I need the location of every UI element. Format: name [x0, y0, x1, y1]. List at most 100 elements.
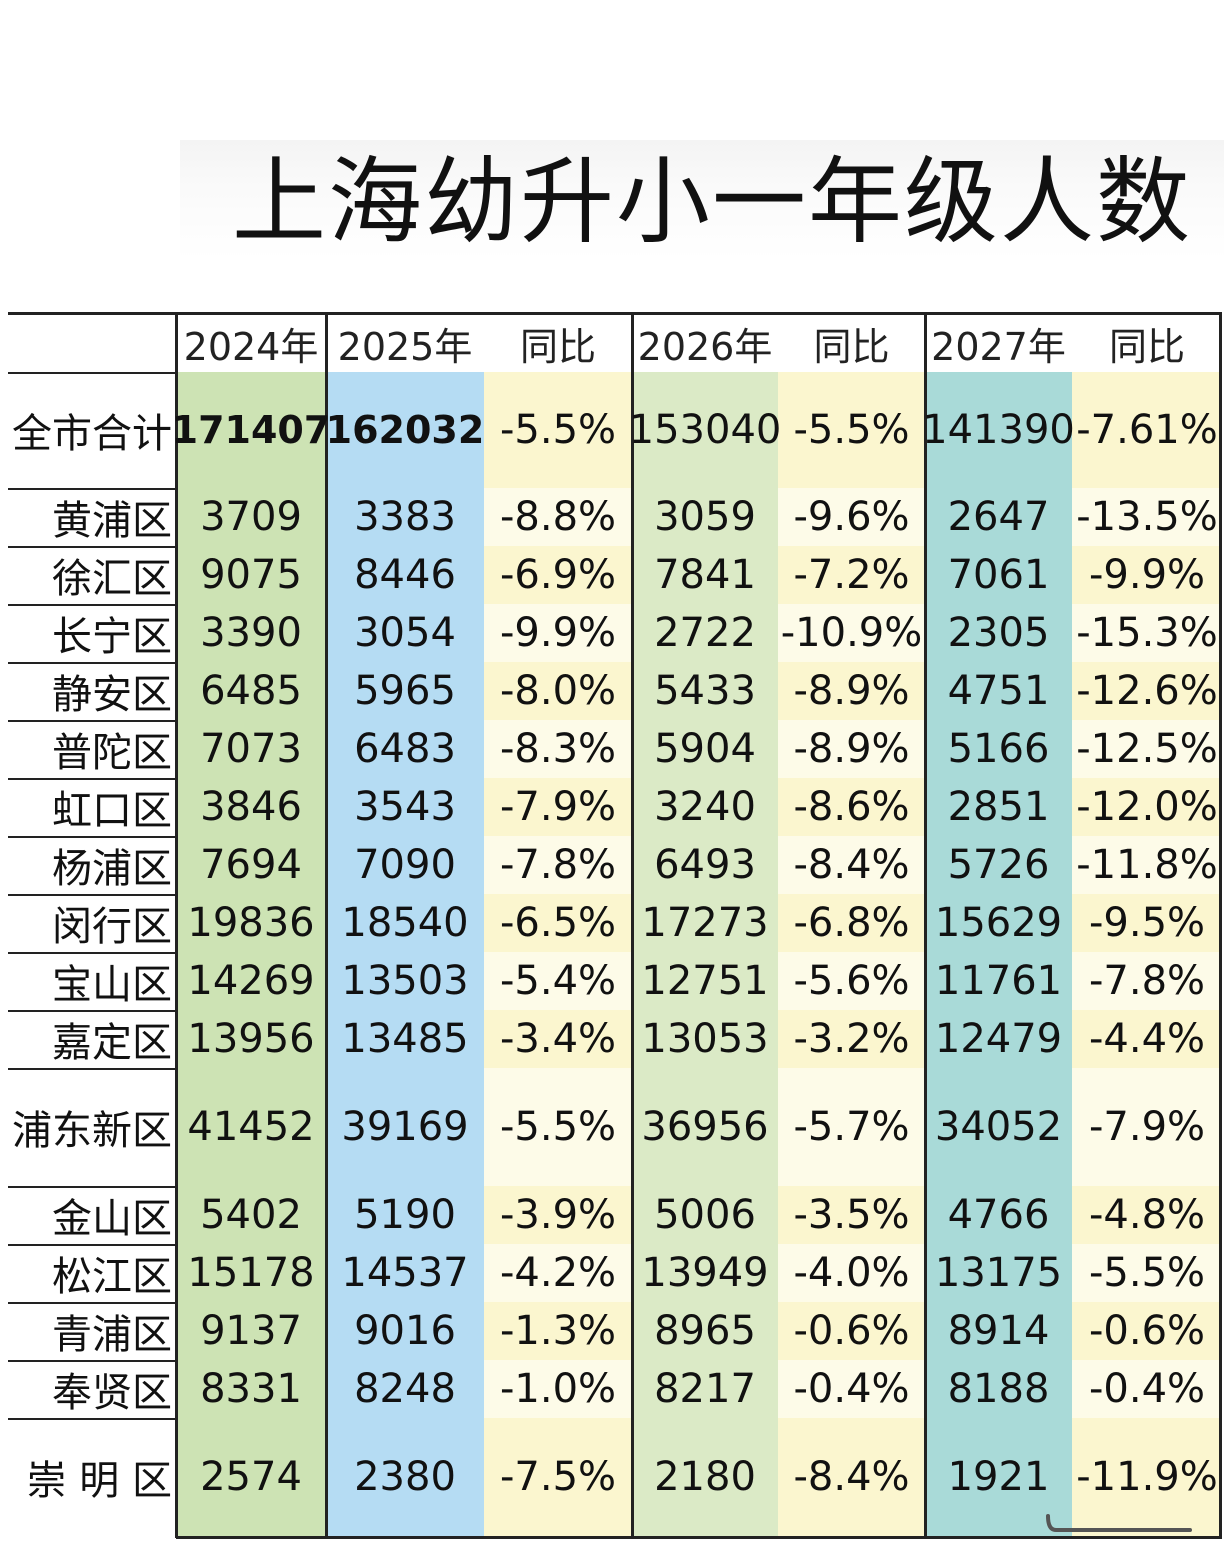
table-cell-y2027: 11761 [934, 958, 1063, 1004]
district-label: 崇 明 区 [26, 1458, 172, 1504]
yoy-cell-background [484, 662, 632, 720]
yoy-cell-background [1072, 1244, 1222, 1302]
yoy-cell-background [778, 836, 925, 894]
table-cell-y2024: 6485 [200, 668, 302, 714]
yoy-cell-background [778, 1068, 925, 1186]
table-cell-y2026: 13053 [641, 1016, 769, 1062]
row-divider [8, 894, 176, 896]
table-cell-y2027: 15629 [934, 900, 1063, 946]
column-background [632, 372, 778, 1536]
yoy-cell-background [484, 372, 632, 488]
header-2027: 2027年 [931, 324, 1066, 369]
yoy-cell-background [484, 1186, 632, 1244]
table-cell-y2027: 5726 [947, 842, 1050, 888]
table-cell-y2026: 6493 [654, 842, 756, 888]
table-cell-yoy2027: -12.6% [1076, 668, 1218, 714]
table-cell-y2027: 7061 [947, 552, 1050, 598]
yoy-cell-background [1072, 372, 1222, 488]
table-cell-y2026: 12751 [641, 958, 769, 1004]
yoy-cell-background [778, 778, 925, 836]
table-cell-yoy2027: -5.5% [1088, 1250, 1206, 1296]
yoy-cell-background [484, 778, 632, 836]
district-label: 静安区 [52, 672, 172, 718]
header-yoy-2027: 同比 [1108, 324, 1185, 369]
table-cell-y2027: 13175 [934, 1250, 1063, 1296]
district-label: 全市合计 [12, 411, 172, 457]
table-cell-yoy2025: -3.4% [499, 1016, 617, 1062]
table-cell-yoy2026: -8.6% [793, 784, 910, 830]
table-cell-y2026: 5006 [654, 1192, 756, 1238]
table-cell-y2027: 8188 [947, 1366, 1050, 1412]
yoy-cell-background [484, 1302, 632, 1360]
yoy-cell-background [778, 1360, 925, 1418]
table-cell-y2026: 17273 [641, 900, 769, 946]
table-cell-y2025: 162032 [325, 408, 485, 452]
district-label: 嘉定区 [52, 1020, 172, 1066]
district-label: 普陀区 [52, 730, 172, 776]
table-cell-yoy2025: -4.2% [499, 1250, 617, 1296]
table-cell-yoy2026: -7.2% [793, 552, 910, 598]
table-cell-y2026: 13949 [641, 1250, 769, 1296]
table-cell-yoy2027: -12.0% [1076, 784, 1218, 830]
table-cell-y2027: 5166 [947, 726, 1050, 772]
table-cell-yoy2025: -7.9% [499, 784, 617, 830]
table-cell-y2026: 36956 [641, 1104, 769, 1150]
table-cell-y2026: 8217 [654, 1366, 756, 1412]
yoy-cell-background [778, 952, 925, 1010]
table-cell-y2025: 2380 [354, 1454, 456, 1500]
table-cell-yoy2026: -5.6% [793, 958, 910, 1004]
table-cell-yoy2025: -7.8% [499, 842, 617, 888]
table-cell-y2024: 2574 [200, 1454, 302, 1500]
table-cell-y2024: 9075 [200, 552, 302, 598]
table-cell-y2024: 14269 [187, 958, 315, 1004]
table-cell-yoy2025: -1.3% [499, 1308, 617, 1354]
table-cell-y2024: 15178 [187, 1250, 315, 1296]
table-cell-yoy2025: -8.8% [499, 494, 617, 540]
table-cell-y2025: 18540 [341, 900, 469, 946]
table-cell-y2026: 5433 [654, 668, 756, 714]
yoy-cell-background [1072, 662, 1222, 720]
table-cell-yoy2025: -7.5% [499, 1454, 617, 1500]
yoy-cell-background [778, 1244, 925, 1302]
yoy-cell-background [778, 1418, 925, 1536]
yoy-cell-background [778, 372, 925, 488]
table-cell-y2024: 3709 [200, 494, 302, 540]
column-background [176, 372, 326, 1536]
table-cell-y2027: 4751 [947, 668, 1050, 714]
header-2026: 2026年 [637, 324, 773, 369]
table-cell-yoy2025: -3.9% [499, 1192, 617, 1238]
yoy-cell-background [484, 1418, 632, 1536]
table-cell-y2026: 2722 [654, 610, 756, 656]
table-cell-yoy2026: -8.9% [793, 726, 910, 772]
table-cell-yoy2027: -0.4% [1088, 1366, 1206, 1412]
yoy-cell-background [1072, 546, 1222, 604]
row-divider [8, 1068, 176, 1070]
yoy-cell-background [1072, 1302, 1222, 1360]
district-label: 徐汇区 [52, 556, 172, 602]
table-bottom-border [176, 1536, 1222, 1539]
table-cell-y2027: 1921 [947, 1454, 1050, 1500]
yoy-cell-background [484, 488, 632, 546]
row-divider [8, 1010, 176, 1012]
yoy-cell-background [778, 662, 925, 720]
row-divider [8, 1244, 176, 1246]
table-cell-yoy2027: -15.3% [1076, 610, 1218, 656]
column-background [326, 372, 484, 1536]
column-background [925, 372, 1072, 1536]
table-cell-yoy2026: -6.8% [793, 900, 910, 946]
table-cell-y2025: 8248 [354, 1366, 456, 1412]
table-cell-yoy2025: -6.9% [499, 552, 617, 598]
table-cell-yoy2026: -0.6% [793, 1308, 910, 1354]
table-cell-y2024: 5402 [200, 1192, 302, 1238]
table-cell-yoy2027: -4.4% [1088, 1016, 1206, 1062]
table-cell-yoy2027: -13.5% [1076, 494, 1218, 540]
row-divider [8, 836, 176, 838]
table-cell-y2027: 2305 [947, 610, 1050, 656]
table-cell-yoy2026: -9.6% [793, 494, 910, 540]
table-cell-yoy2027: -11.8% [1076, 842, 1218, 888]
yoy-cell-background [1072, 488, 1222, 546]
table-cell-yoy2025: -5.5% [499, 407, 617, 453]
table-cell-yoy2027: -9.5% [1088, 900, 1206, 946]
yoy-cell-background [1072, 836, 1222, 894]
table-cell-y2025: 13485 [341, 1016, 469, 1062]
